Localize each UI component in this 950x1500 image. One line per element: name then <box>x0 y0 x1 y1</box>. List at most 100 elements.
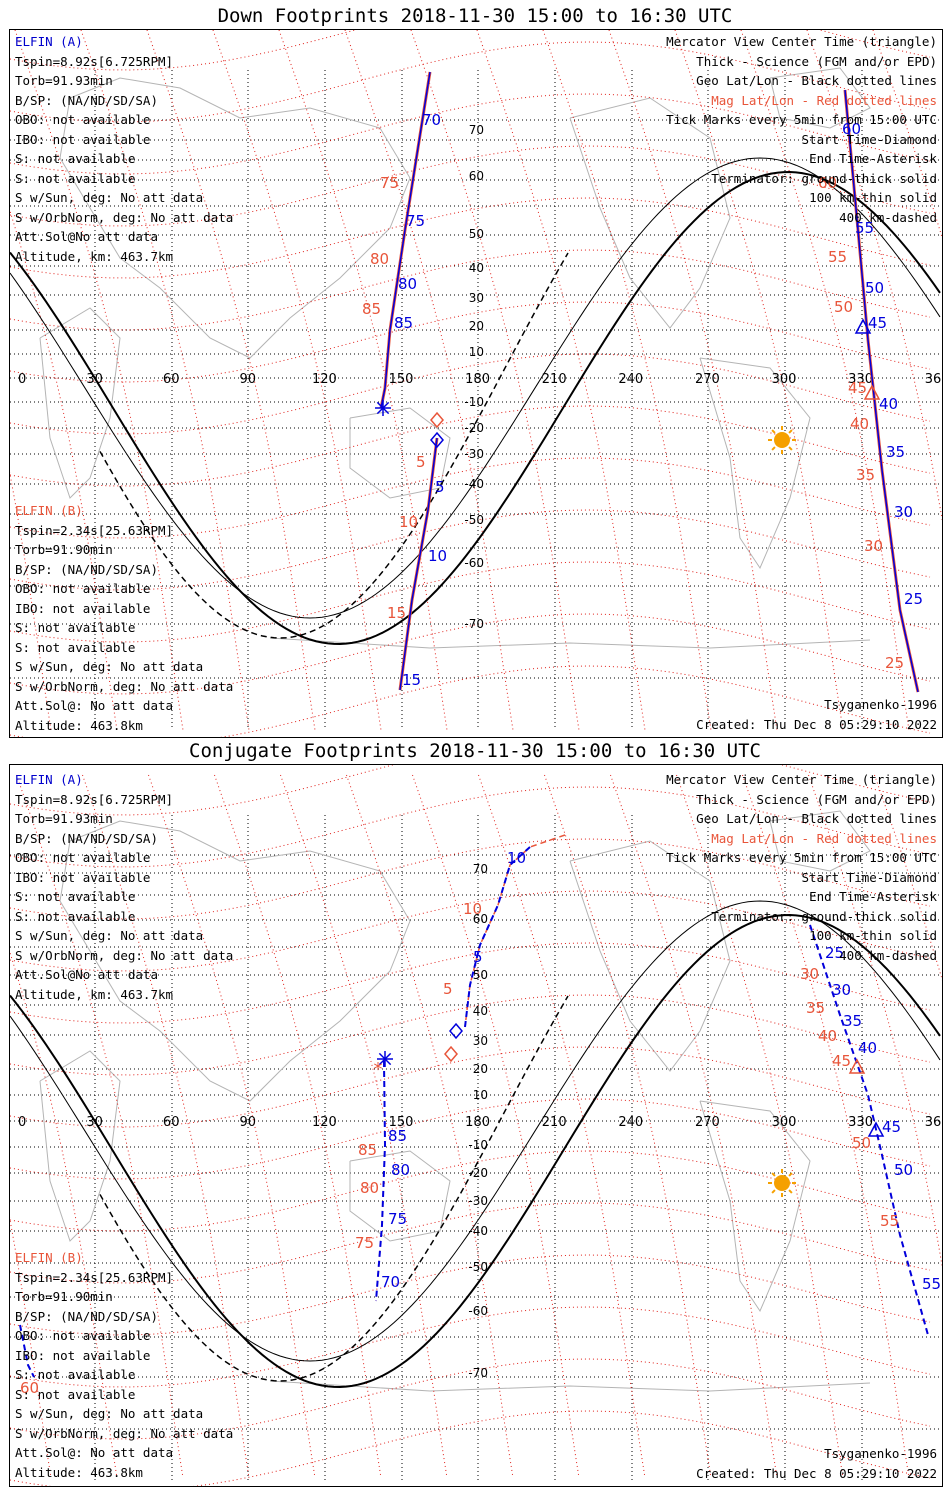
track-tick-label: 45 <box>848 379 867 397</box>
lon-tick-label: 300 <box>772 1115 797 1130</box>
lat-tick-label: -60 <box>464 556 484 570</box>
track-tick-label: 40 <box>879 395 898 413</box>
track-tick-label: 25 <box>825 944 844 962</box>
created-label: Created: Thu Dec 8 05:29:10 2022 <box>696 1466 937 1481</box>
legend-line: Mag Lat/Lon - Red dotted lines <box>711 830 937 846</box>
mag-lat-gridline <box>10 197 931 279</box>
center-triangle-icon <box>863 384 881 400</box>
track-tick-label: 75 <box>406 212 425 230</box>
track-tick-label: 15 <box>402 671 421 689</box>
lat-tick-label: -40 <box>464 477 484 491</box>
track-tick-label: 10 <box>463 900 482 918</box>
coastline <box>59 820 411 1102</box>
lat-tick-label: 20 <box>469 319 484 333</box>
info-line: Tspin=8.92s[6.725RPM] <box>15 53 174 69</box>
elfin-a-label: ELFIN (A) <box>15 34 83 49</box>
track-tick-label: 40 <box>818 1027 837 1045</box>
lon-tick-label: 0 <box>18 1115 26 1130</box>
track-tick-label: 50 <box>865 279 884 297</box>
mag-lat-gridline <box>10 786 931 868</box>
track-tick-label: 35 <box>806 999 825 1017</box>
track-tick-label: 85 <box>388 1127 407 1145</box>
mag-lat-gridline <box>10 890 931 972</box>
mag-lon-gridline <box>280 774 448 1476</box>
end-asterisk-icon <box>378 1052 392 1066</box>
track-tick-label: 85 <box>358 1141 377 1159</box>
info-line: B/SP: (NA/ND/SD/SA) <box>15 830 158 846</box>
lon-tick-label: 60 <box>163 372 180 387</box>
lon-tick-label: 30 <box>86 1115 103 1130</box>
elfin-a-info: ELFIN (A) Tspin=8.92s[6.725RPM] Torb=91.… <box>15 32 233 266</box>
coastline <box>39 1050 121 1242</box>
elfin-a-track-blue <box>380 71 431 409</box>
terminator-ground <box>10 914 941 1388</box>
legend-line: Mercator View Center Time (triangle) <box>666 34 937 49</box>
lat-tick-label: -30 <box>468 1194 488 1208</box>
lat-tick-label: -60 <box>468 1304 488 1318</box>
info-line: B/SP: (NA/ND/SD/SA) <box>15 561 158 577</box>
down-footprints-title: Down Footprints 2018-11-30 15:00 to 16:3… <box>217 5 733 27</box>
track-tick-label: 5 <box>473 948 483 966</box>
info-line: S w/Sun, deg: No att data <box>15 1406 204 1421</box>
lat-tick-label: 10 <box>469 345 484 359</box>
lat-tick-label: -20 <box>468 1166 488 1180</box>
conjugate-footprints-title: Conjugate Footprints 2018-11-30 15:00 to… <box>189 740 761 762</box>
legend-line: 100 km-thin solid <box>809 928 937 943</box>
lon-tick-label: 240 <box>618 1115 643 1130</box>
mag-lat-gridline <box>10 942 931 1024</box>
mag-lat-gridline <box>10 665 931 737</box>
mag-lat-gridline <box>10 93 931 175</box>
info-line: Altitude: 463.8km <box>15 717 143 733</box>
lon-tick-label: 270 <box>695 1115 720 1130</box>
mag-lat-gridline <box>10 249 931 331</box>
mag-lat-gridline <box>10 1150 931 1232</box>
mag-lat-gridline <box>10 509 931 591</box>
track-tick-label: 70 <box>381 1273 400 1291</box>
elfin-b-info: ELFIN (B) Tspin=2.34s[25.63RPM] Torb=91.… <box>15 501 233 735</box>
coastline <box>349 407 451 499</box>
info-line: S: not available <box>15 908 136 924</box>
lat-tick-label: -20 <box>464 421 484 435</box>
legend-line: 100 km-thin solid <box>809 190 937 205</box>
track-tick-label: 60 <box>842 120 861 138</box>
info-line: IBO: not available <box>15 131 151 147</box>
coastline <box>349 1150 451 1242</box>
info-line: IBO: not available <box>15 869 151 885</box>
track-tick-label: 15 <box>387 604 406 622</box>
coastline <box>269 637 871 649</box>
info-line: Att.Sol@No att data <box>15 229 158 244</box>
track-tick-label: 40 <box>850 415 869 433</box>
track-tick-label: 55 <box>880 1212 899 1230</box>
track-tick-label: 80 <box>398 275 417 293</box>
model-label: Tsyganenko-1996 <box>824 697 937 712</box>
elfin-b-track-blue <box>19 1324 35 1378</box>
legend-line: End Time-Asterisk <box>809 889 937 904</box>
info-line: S w/Sun, deg: No att data <box>15 190 204 205</box>
start-diamond-icon <box>449 1022 463 1040</box>
mag-lat-gridline <box>10 353 931 435</box>
lat-tick-label: 60 <box>473 912 488 926</box>
lon-tick-label: 120 <box>312 372 337 387</box>
lon-tick-label: 180 <box>465 1115 490 1130</box>
sun-ray <box>788 1189 793 1194</box>
lon-tick-label: 360 <box>925 1115 942 1130</box>
sun-ray <box>788 1172 793 1177</box>
elfin-b-label: ELFIN (B) <box>15 503 83 518</box>
mag-lat-gridline <box>10 1098 931 1180</box>
lat-tick-label: -50 <box>468 1260 488 1274</box>
sun-ray <box>771 1172 776 1177</box>
track-tick-label: 10 <box>428 547 447 565</box>
track-tick-label: 25 <box>904 590 923 608</box>
lat-tick-label: -70 <box>464 617 484 631</box>
mag-lon-gridline <box>278 30 448 731</box>
track-tick-label: 50 <box>834 298 853 316</box>
info-line: S w/OrbNorm, deg: No att data <box>15 947 234 963</box>
mag-lat-gridline <box>10 1046 931 1128</box>
info-line: Torb=91.90min <box>15 1289 113 1304</box>
info-line: Altitude, km: 463.7km <box>15 986 174 1002</box>
info-line: Torb=91.93min <box>15 73 113 88</box>
info-line: S: not available <box>15 170 136 186</box>
track-tick-label: 5 <box>416 453 426 471</box>
track-tick-label: 50 <box>852 1134 871 1152</box>
legend-line: Terminator: ground-thick solid <box>711 908 937 924</box>
